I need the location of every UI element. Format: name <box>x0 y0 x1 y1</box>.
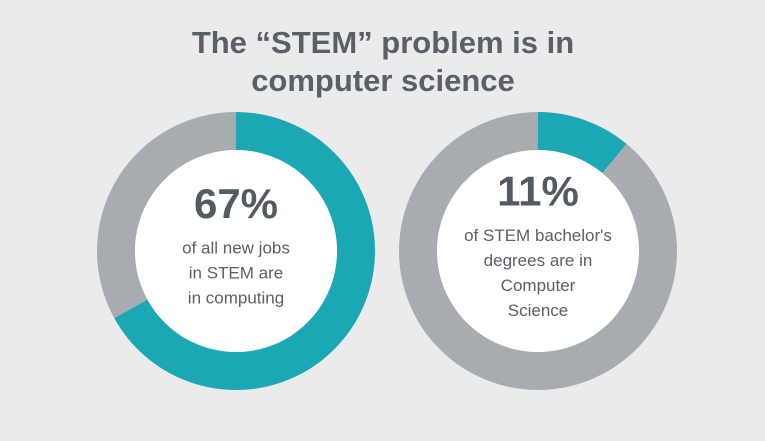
title-line: computer science <box>251 63 515 98</box>
caption-line: Computer <box>501 276 576 295</box>
center-value: 11% <box>497 168 579 215</box>
caption-line: of STEM bachelor's <box>464 226 612 245</box>
donut-hole <box>135 150 337 352</box>
center-value: 67% <box>194 180 278 227</box>
title-line: The “STEM” problem is in <box>192 25 574 60</box>
caption-line: in computing <box>188 288 284 307</box>
donut-slice <box>538 112 627 174</box>
caption-line: in STEM are <box>189 263 283 282</box>
caption-line: Science <box>508 301 568 320</box>
donut-hole <box>437 150 639 352</box>
caption-line: degrees are in <box>484 251 593 270</box>
donut-slice <box>114 112 376 390</box>
donut-slice <box>96 112 236 318</box>
caption-line: of all new jobs <box>182 238 290 257</box>
